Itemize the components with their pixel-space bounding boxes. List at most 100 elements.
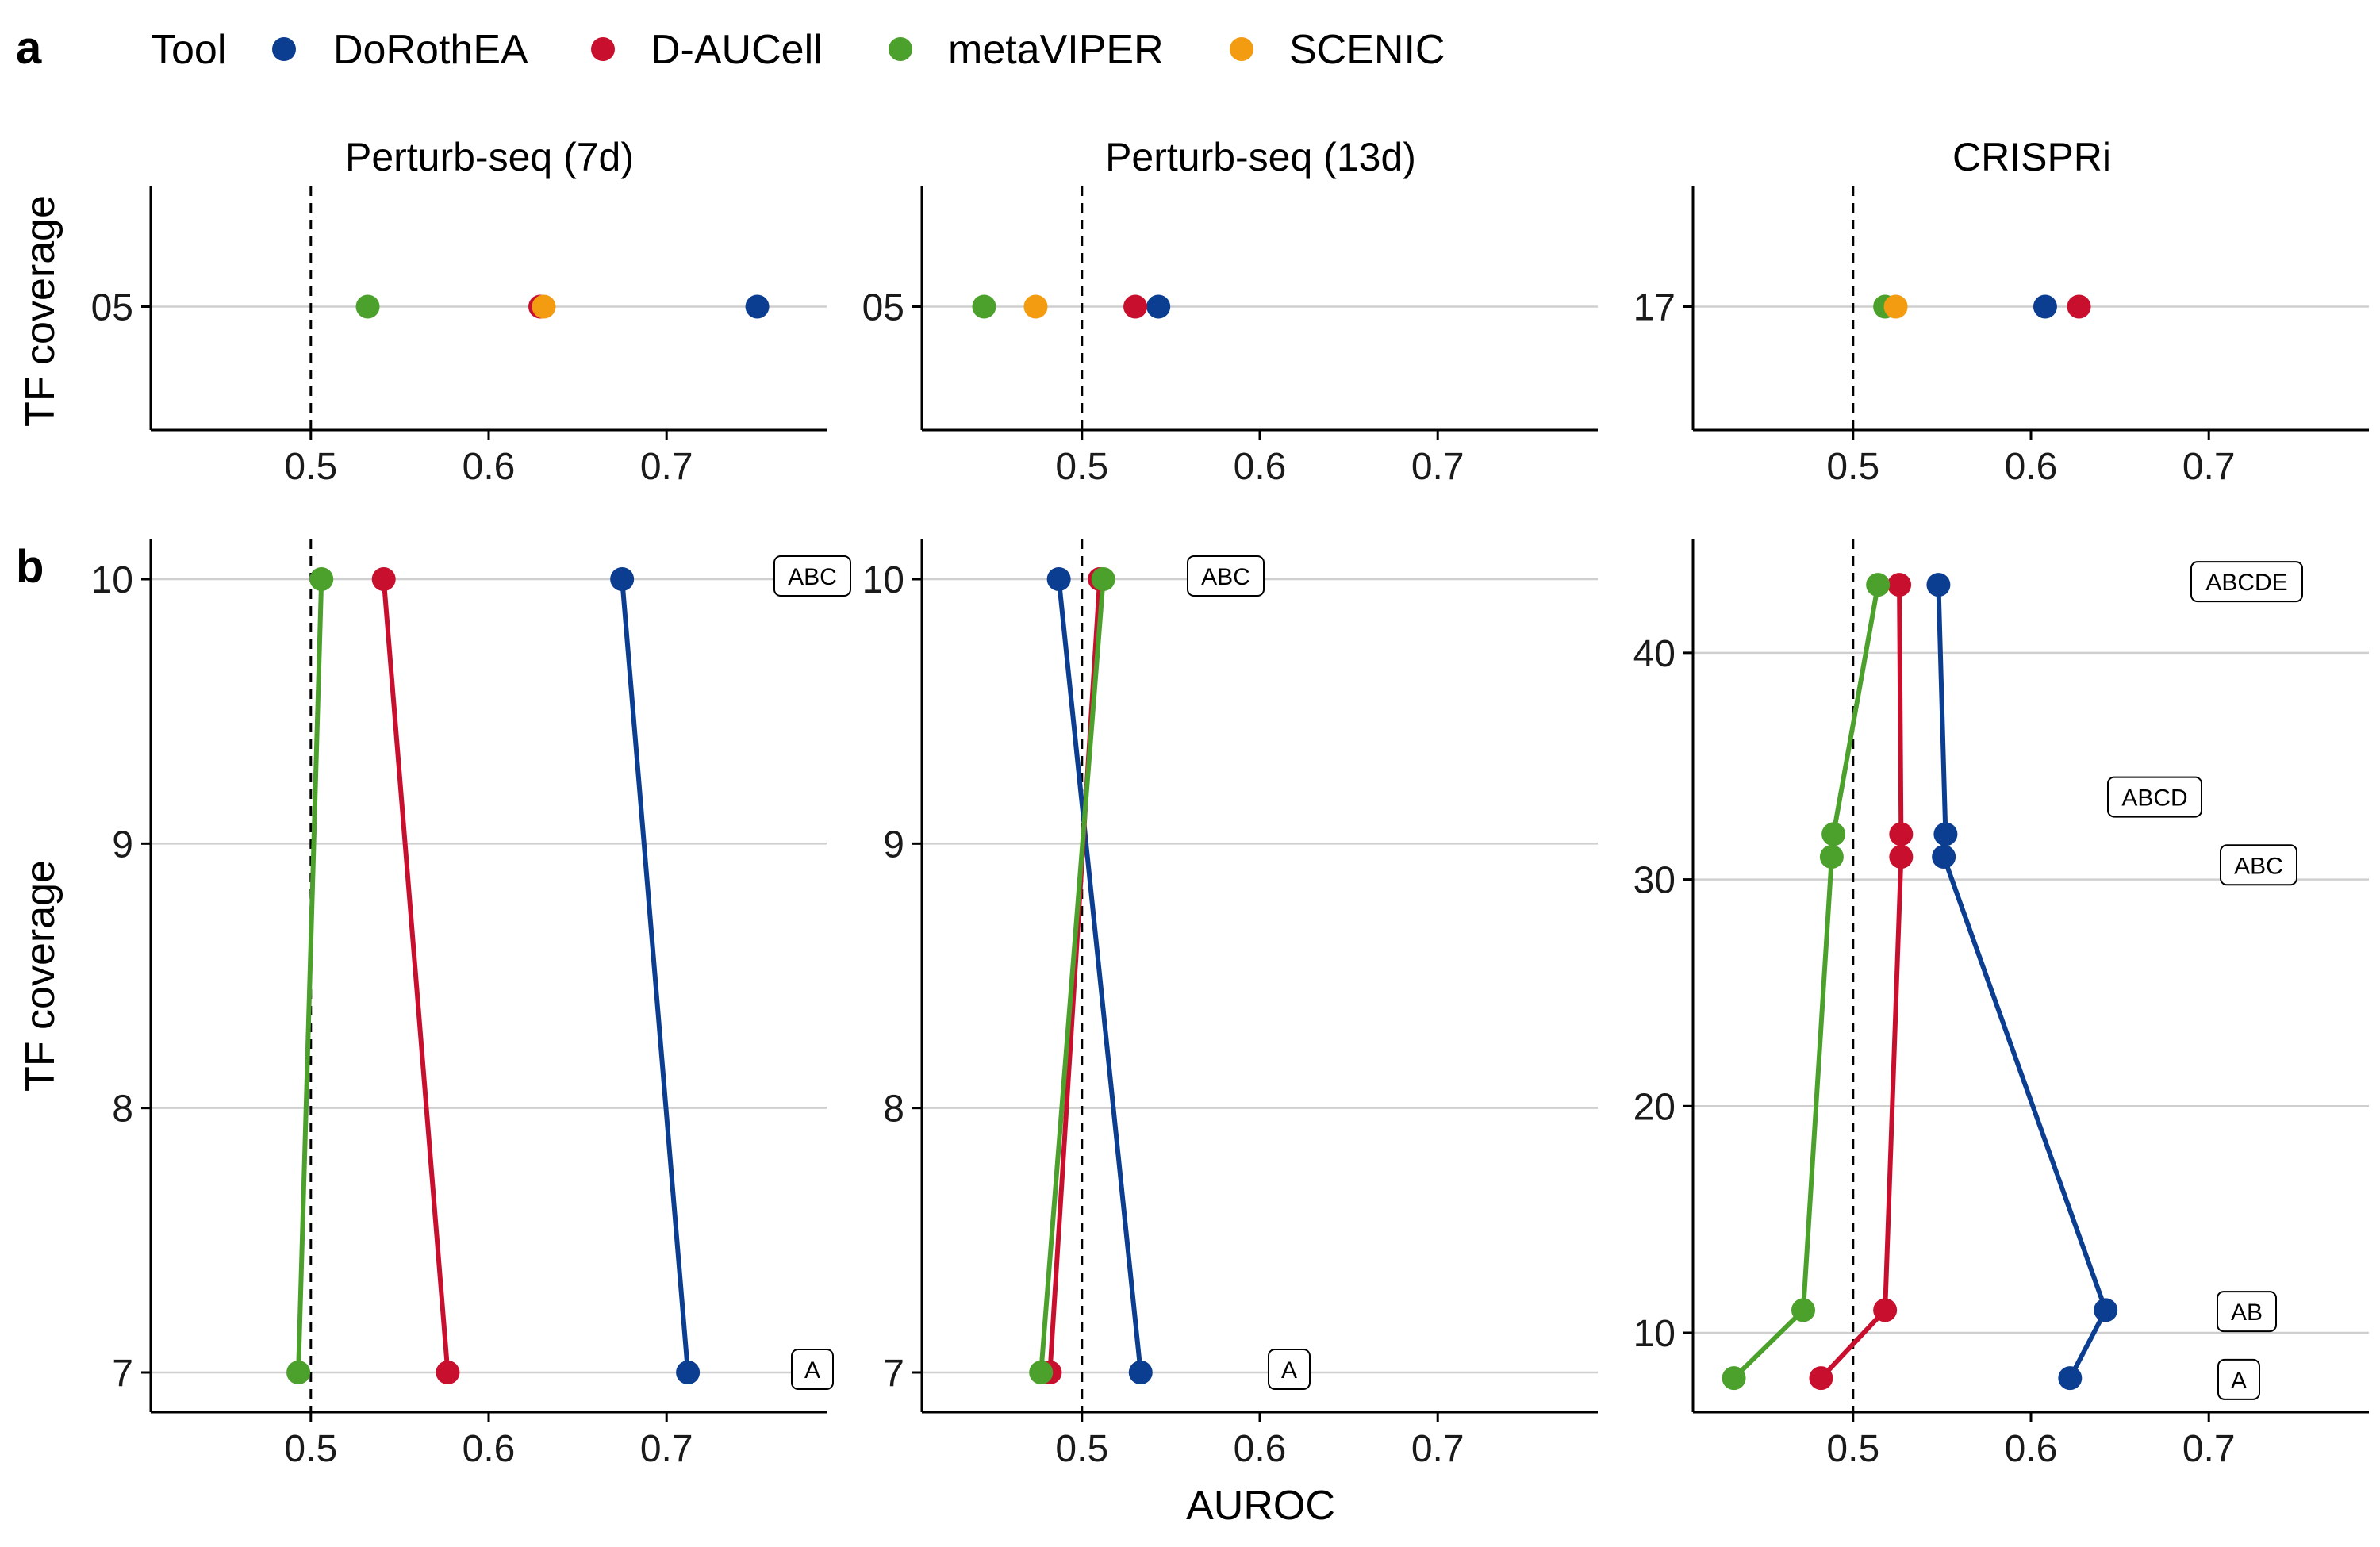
- data-point-metaviper: [1819, 845, 1844, 869]
- annotation-badge-label: ABC: [2234, 853, 2283, 879]
- panel-b-perturb-seq-13d: 0.5 0.6 0.7 7 8 9 10 ABC A: [862, 539, 1598, 1470]
- annotation-badge-box: [791, 1349, 834, 1390]
- panel-letter-b: b: [16, 541, 44, 593]
- annotation-badge-label: A: [2231, 1368, 2247, 1394]
- data-point-dorothea: [1926, 573, 1951, 597]
- annotation-badge: ABC: [2220, 844, 2297, 886]
- data-point-metaviper: [1029, 1361, 1054, 1384]
- y-tick-label: 05: [91, 287, 133, 329]
- data-point-metaviper: [1791, 1298, 1816, 1322]
- data-point-dorothea: [1932, 845, 1956, 869]
- x-tick-label: 0.7: [1411, 1428, 1464, 1470]
- data-point-d-aucell: [1809, 1366, 1833, 1391]
- annotation-badge: A: [1268, 1349, 1311, 1390]
- data-point-dorothea: [610, 567, 635, 591]
- data-point-dorothea: [1146, 294, 1171, 319]
- x-tick-label: 0.7: [2182, 1428, 2236, 1470]
- data-point-d-aucell: [1889, 822, 1914, 846]
- x-tick-label: 0.5: [284, 446, 337, 488]
- annotation-badge-label: AB: [2231, 1299, 2263, 1326]
- data-point-d-aucell: [371, 567, 396, 591]
- annotation-badge: ABCDE: [2190, 561, 2303, 603]
- panel-a-perturb-seq-13d: 0.5 0.6 0.7 05: [862, 186, 1598, 488]
- series-line-metaviper: [1732, 584, 1881, 1380]
- data-point-dorothea: [1128, 1361, 1153, 1384]
- data-point-d-aucell: [436, 1361, 460, 1384]
- facet-label-perturb-seq-7d: Perturb-seq (7d): [345, 135, 634, 179]
- data-point-d-aucell: [1889, 845, 1914, 869]
- y-axis-title-b: TF coverage: [17, 860, 63, 1092]
- facet-label-perturb-seq-13d: Perturb-seq (13d): [1105, 135, 1416, 179]
- data-point-scenic: [1883, 294, 1908, 319]
- data-point-dorothea: [676, 1361, 701, 1384]
- annotation-badge-box: [2190, 561, 2303, 603]
- x-tick-label: 0.7: [2182, 446, 2236, 488]
- data-point-d-aucell: [2067, 294, 2091, 319]
- x-tick-label: 0.5: [1055, 1428, 1108, 1470]
- annotation-badge-box: [1268, 1349, 1311, 1390]
- annotation-badge: A: [2217, 1358, 2260, 1400]
- data-point-scenic: [532, 294, 556, 319]
- data-point-dorothea: [745, 294, 770, 319]
- annotation-badge-box: [1187, 555, 1265, 597]
- legend-key-dorothea: [272, 37, 296, 61]
- x-tick-label: 0.5: [1055, 446, 1108, 488]
- annotation-badge-box: [2220, 844, 2297, 886]
- x-tick-label: 0.6: [1234, 1428, 1287, 1470]
- annotation-badge: A: [791, 1349, 834, 1390]
- y-tick-label: 17: [1633, 287, 1676, 329]
- data-point-dorothea: [1933, 822, 1958, 846]
- legend-key-d-aucell: [591, 37, 615, 61]
- annotation-badge: ABC: [774, 555, 851, 597]
- y-tick-label: 30: [1633, 860, 1676, 902]
- series-line-d-aucell: [1819, 585, 1904, 1380]
- annotation-badge: ABC: [1187, 555, 1265, 597]
- y-tick-label: 7: [112, 1353, 133, 1395]
- data-point-dorothea: [1046, 567, 1071, 591]
- panel-a-crispri: 0.5 0.6 0.7 17: [1633, 186, 2369, 488]
- data-point-d-aucell: [1123, 294, 1148, 319]
- legend-label-dorothea: DoRothEA: [333, 27, 528, 73]
- series-line-metaviper: [296, 578, 324, 1373]
- y-axis-title-a: TF coverage: [17, 195, 63, 427]
- legend-label-d-aucell: D-AUCell: [651, 27, 823, 73]
- series-line-metaviper: [1038, 578, 1106, 1373]
- legend-key-metaviper: [889, 37, 912, 61]
- x-tick-label: 0.6: [463, 1428, 516, 1470]
- legend-title: Tool: [151, 27, 226, 73]
- legend: Tool DoRothEA D-AUCell metaVIPER SCENIC: [151, 27, 1445, 73]
- data-point-metaviper: [1821, 822, 1846, 846]
- x-tick-label: 0.5: [284, 1428, 337, 1470]
- annotation-badge-label: ABCDE: [2205, 570, 2287, 596]
- x-tick-label: 0.6: [463, 446, 516, 488]
- y-tick-label: 40: [1633, 633, 1676, 675]
- y-tick-label: 20: [1633, 1086, 1676, 1128]
- x-tick-label: 0.6: [2005, 446, 2058, 488]
- annotation-badge-box: [2107, 776, 2202, 818]
- x-tick-label: 0.6: [2005, 1428, 2058, 1470]
- x-tick-label: 0.5: [1826, 446, 1879, 488]
- y-tick-label: 10: [862, 559, 904, 601]
- panel-b-crispri: 0.5 0.6 0.7 10 20 30 40 ABCDE ABCD ABC AB A: [1633, 539, 2369, 1470]
- data-point-metaviper: [1866, 573, 1891, 597]
- data-point-dorothea: [2094, 1298, 2118, 1322]
- panel-letter-a: a: [16, 22, 42, 74]
- y-tick-label: 9: [112, 823, 133, 866]
- annotation-badge-label: A: [1281, 1357, 1297, 1384]
- annotation-badge-box: [774, 555, 851, 597]
- data-point-metaviper: [355, 294, 380, 319]
- y-tick-label: 05: [862, 287, 904, 329]
- annotation-badge-box: [2217, 1291, 2277, 1333]
- data-point-metaviper: [286, 1361, 311, 1384]
- data-point-metaviper: [1091, 567, 1115, 591]
- series-line-dorothea: [620, 578, 691, 1373]
- y-tick-label: 10: [1633, 1313, 1676, 1355]
- y-tick-label: 7: [883, 1353, 904, 1395]
- y-tick-label: 10: [91, 559, 133, 601]
- annotation-badge-label: ABC: [788, 564, 837, 590]
- panel-b-perturb-seq-7d: 0.5 0.6 0.7 7 8 9 10 ABC A: [91, 539, 851, 1470]
- legend-label-metaviper: metaVIPER: [948, 27, 1164, 73]
- legend-label-scenic: SCENIC: [1289, 27, 1445, 73]
